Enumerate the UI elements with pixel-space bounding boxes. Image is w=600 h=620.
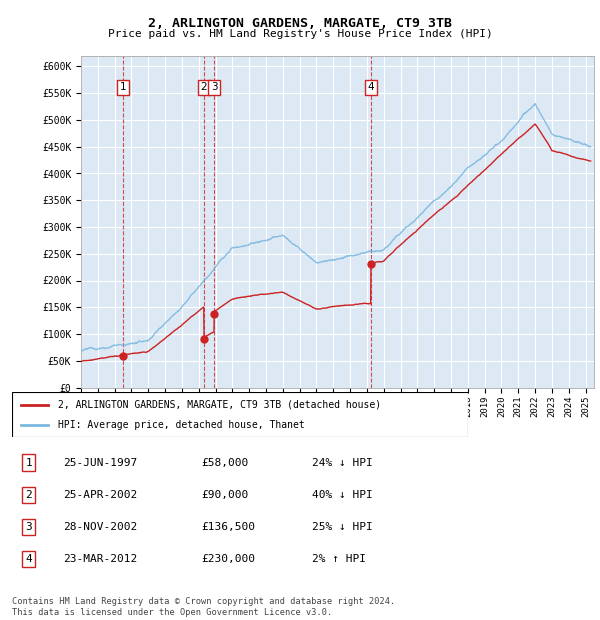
Text: £58,000: £58,000: [201, 458, 248, 467]
Text: 3: 3: [211, 82, 217, 92]
Text: 2, ARLINGTON GARDENS, MARGATE, CT9 3TB: 2, ARLINGTON GARDENS, MARGATE, CT9 3TB: [148, 17, 452, 30]
Text: 25-JUN-1997: 25-JUN-1997: [63, 458, 137, 467]
Text: 4: 4: [367, 82, 374, 92]
Text: 4: 4: [25, 554, 32, 564]
Text: 2% ↑ HPI: 2% ↑ HPI: [312, 554, 366, 564]
Text: £136,500: £136,500: [201, 522, 255, 532]
Text: 1: 1: [119, 82, 126, 92]
Text: 1: 1: [25, 458, 32, 467]
Text: HPI: Average price, detached house, Thanet: HPI: Average price, detached house, Than…: [58, 420, 304, 430]
Text: 2, ARLINGTON GARDENS, MARGATE, CT9 3TB (detached house): 2, ARLINGTON GARDENS, MARGATE, CT9 3TB (…: [58, 399, 381, 410]
Text: £90,000: £90,000: [201, 490, 248, 500]
Text: 24% ↓ HPI: 24% ↓ HPI: [312, 458, 373, 467]
Text: 2: 2: [25, 490, 32, 500]
Text: Contains HM Land Registry data © Crown copyright and database right 2024.
This d: Contains HM Land Registry data © Crown c…: [12, 598, 395, 617]
Text: 40% ↓ HPI: 40% ↓ HPI: [312, 490, 373, 500]
Text: 28-NOV-2002: 28-NOV-2002: [63, 522, 137, 532]
Text: Price paid vs. HM Land Registry's House Price Index (HPI): Price paid vs. HM Land Registry's House …: [107, 29, 493, 39]
Text: 23-MAR-2012: 23-MAR-2012: [63, 554, 137, 564]
Text: 25-APR-2002: 25-APR-2002: [63, 490, 137, 500]
Text: 25% ↓ HPI: 25% ↓ HPI: [312, 522, 373, 532]
Text: 3: 3: [25, 522, 32, 532]
Text: 2: 2: [200, 82, 207, 92]
Text: £230,000: £230,000: [201, 554, 255, 564]
